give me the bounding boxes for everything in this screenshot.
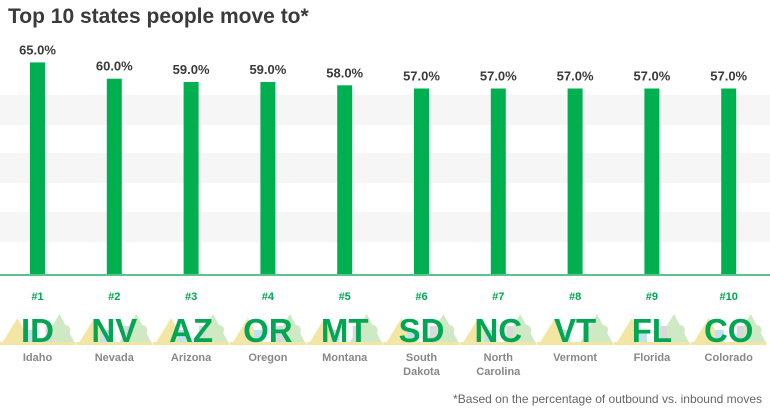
- state-scene-illustration: [690, 314, 767, 345]
- state-abbreviation: SD: [399, 312, 445, 349]
- state-name: Colorado: [705, 352, 754, 364]
- state-abbreviation: NC: [474, 312, 522, 349]
- state-abbreviation: AZ: [169, 312, 213, 349]
- value-label: 59.0%: [249, 62, 286, 77]
- state-scene-illustration: [153, 314, 230, 345]
- value-labels: 65.0% 60.0% 59.0% 59.0% 58.0% 57.0% 57.0% 57.0%…: [19, 42, 748, 83]
- state-name-line: Idaho: [23, 352, 53, 364]
- value-label: 57.0%: [633, 69, 670, 84]
- state-scene-illustration: [460, 314, 537, 345]
- bar: [337, 85, 353, 275]
- state-name-line: Dakota: [403, 366, 441, 378]
- state-scene-illustration: [306, 314, 383, 345]
- rank-label: #6: [415, 291, 427, 303]
- state-name: Vermont: [553, 352, 597, 364]
- bar: [260, 82, 276, 275]
- state-name: Idaho: [23, 352, 53, 364]
- state-name-line: Colorado: [705, 352, 754, 364]
- state-scene-illustration: [76, 314, 153, 345]
- rank-label: #2: [108, 291, 120, 303]
- state-name: Oregon: [248, 352, 287, 364]
- state-name-line: Arizona: [171, 352, 212, 364]
- value-label: 65.0%: [19, 42, 56, 57]
- state-scene-illustration: [229, 314, 306, 345]
- grid-band: [0, 153, 770, 183]
- rank-label: #9: [646, 291, 658, 303]
- rank-labels: #1 #2 #3 #4 #5 #6 #7 #8 #9 #10: [31, 291, 738, 303]
- value-label: 58.0%: [326, 65, 363, 80]
- rank-label: #5: [339, 291, 351, 303]
- value-label: 57.0%: [403, 69, 440, 84]
- state-abbreviation: ID: [21, 312, 54, 349]
- state-name-line: North: [484, 352, 514, 364]
- value-label: 57.0%: [557, 69, 594, 84]
- state-names: Idaho Nevada Arizona Oregon Montana South Dako…: [23, 352, 753, 378]
- state-abbreviation: OR: [243, 312, 293, 349]
- state-scene-illustration: [383, 314, 460, 345]
- state-scene-illustration: [0, 314, 76, 345]
- rank-label: #7: [492, 291, 504, 303]
- state-illustrations: [0, 314, 767, 345]
- bar: [721, 88, 737, 275]
- state-name-line: Florida: [634, 352, 672, 364]
- state-name-line: Nevada: [95, 352, 135, 364]
- state-abbreviation: NV: [91, 312, 137, 349]
- state-name-line: Vermont: [553, 352, 597, 364]
- state-scene-illustration: [613, 314, 690, 345]
- value-label: 60.0%: [96, 59, 133, 74]
- state-scene-illustration: [537, 314, 614, 345]
- bar: [644, 88, 660, 275]
- state-name: Arizona: [171, 352, 212, 364]
- bar: [106, 78, 122, 275]
- value-label: 57.0%: [710, 69, 747, 84]
- rank-label: #3: [185, 291, 197, 303]
- state-name: North Carolina: [476, 352, 521, 378]
- state-abbreviation: MT: [321, 312, 369, 349]
- value-label: 59.0%: [173, 62, 210, 77]
- bar: [567, 88, 583, 275]
- bar: [183, 82, 199, 275]
- footnote: *Based on the percentage of outbound vs.…: [453, 392, 762, 406]
- rank-label: #1: [31, 291, 43, 303]
- state-abbreviations: ID NV AZ OR MT SD NC VT FL CO: [21, 312, 753, 349]
- rank-label: #8: [569, 291, 581, 303]
- grid-band: [0, 95, 770, 125]
- state-name-line: Oregon: [248, 352, 287, 364]
- chart-title: Top 10 states people move to*: [8, 5, 309, 28]
- bar: [490, 88, 506, 275]
- rank-label: #10: [720, 291, 738, 303]
- value-label: 57.0%: [480, 69, 517, 84]
- rank-label: #4: [262, 291, 275, 303]
- grid-bands: [0, 95, 770, 242]
- state-name-line: South: [406, 352, 437, 364]
- state-abbreviation: VT: [554, 312, 596, 349]
- state-abbreviation: CO: [704, 312, 754, 349]
- state-abbreviation: FL: [632, 312, 672, 349]
- bar: [414, 88, 429, 275]
- state-name-line: Montana: [322, 352, 368, 364]
- state-name: Nevada: [95, 352, 135, 364]
- state-name-line: Carolina: [476, 366, 521, 378]
- bars: [30, 62, 737, 276]
- state-name: South Dakota: [403, 352, 441, 378]
- state-name: Montana: [322, 352, 368, 364]
- grid-band: [0, 212, 770, 242]
- state-name: Florida: [634, 352, 672, 364]
- bar: [30, 62, 45, 276]
